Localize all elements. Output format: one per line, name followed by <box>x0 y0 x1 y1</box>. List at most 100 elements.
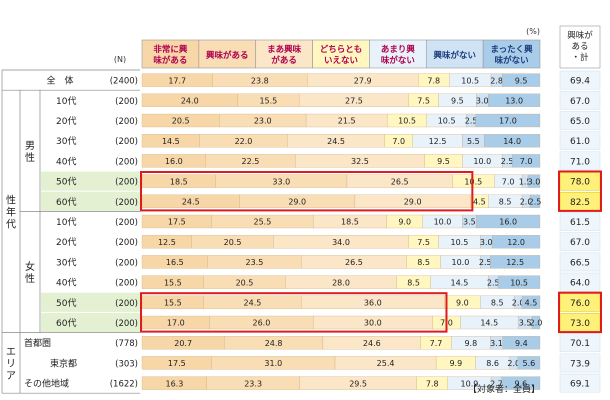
legend-swatch-1 <box>141 39 200 69</box>
bar-value-r10-s5: 14.5 <box>450 278 468 287</box>
bar-value-r14-s6: 2.0 <box>507 359 520 368</box>
total-value-6: 82.5 <box>570 198 590 208</box>
legend-label-5-line1: あまり興 <box>381 44 416 55</box>
bar-value-r7-s3: 18.5 <box>341 218 359 227</box>
bar-value-r5-s2: 33.0 <box>272 177 290 186</box>
total-value-9: 66.5 <box>570 258 590 268</box>
bar-value-r9-s2: 23.5 <box>246 258 264 267</box>
bar-value-r15-s6: 2.7 <box>490 379 503 388</box>
row-highlight-bg-6 <box>41 191 140 211</box>
bar-segment-r11-s7 <box>521 295 541 309</box>
bar-value-r1-s6: 3.0 <box>476 97 489 106</box>
highlight-box-total-female <box>558 291 602 334</box>
row-n-14: (303) <box>115 359 138 369</box>
row-highlight-bg-11 <box>41 292 140 312</box>
bar-value-r12-s7: 2.0 <box>530 319 543 328</box>
row-n-10: (200) <box>115 279 138 289</box>
bar-value-r9-s4: 8.5 <box>417 258 430 267</box>
total-value-8: 67.0 <box>570 238 590 248</box>
bar-value-r13-s1: 20.7 <box>174 339 192 348</box>
bar-value-r14-s4: 9.9 <box>449 359 462 368</box>
row-label-14: 東京都 <box>50 357 77 369</box>
legend-swatch-5 <box>369 39 427 69</box>
bar-value-r2-s6: 2.5 <box>465 117 478 126</box>
bar-value-r14-s7: 5.6 <box>522 359 535 368</box>
bar-value-r0-s7: 9.5 <box>515 76 528 85</box>
total-cell-bg-10 <box>559 272 601 292</box>
group-label-male-char1: 男 <box>25 140 35 152</box>
bar-value-r2-s1: 20.5 <box>172 117 190 126</box>
bar-value-r2-s2: 23.0 <box>254 117 272 126</box>
bar-value-r1-s2: 15.5 <box>259 97 277 106</box>
row-n-0: (2400) <box>110 77 138 87</box>
row-highlight-bg-12 <box>41 312 140 333</box>
row-label-10: 40代 <box>56 278 76 289</box>
total-header-line2: ある <box>571 42 588 52</box>
total-cell-bg-0 <box>559 70 601 90</box>
bar-value-r7-s2: 25.5 <box>253 218 271 227</box>
row-label-6: 60代 <box>56 197 76 208</box>
bar-value-r11-s5: 8.5 <box>491 299 504 308</box>
bar-value-r10-s3: 28.0 <box>332 278 350 287</box>
total-cell-bg-3 <box>559 131 601 151</box>
bar-value-r14-s1: 17.5 <box>168 359 186 368</box>
total-value-3: 61.0 <box>570 137 590 147</box>
total-cell-bg-9 <box>559 252 601 272</box>
legend-label-7-line2: 味がない <box>495 55 529 66</box>
row-label-13: 首都圏 <box>24 337 51 349</box>
total-cell-bg-14 <box>559 353 601 373</box>
bar-value-r0-s4: 7.8 <box>427 76 440 85</box>
bar-segment-r14-s7 <box>517 356 541 370</box>
bar-value-r9-s1: 16.5 <box>166 258 184 267</box>
bar-value-r15-s1: 16.3 <box>165 379 183 388</box>
bar-value-r4-s6: 2.5 <box>501 157 514 166</box>
bar-value-r13-s6: 3.1 <box>490 339 503 348</box>
bar-segment-r5-s7 <box>527 174 541 188</box>
row-label-12: 60代 <box>56 318 76 329</box>
bar-value-r3-s7: 14.0 <box>503 137 521 146</box>
bar-value-r13-s2: 24.8 <box>265 339 283 348</box>
bar-value-r2-s5: 10.5 <box>438 117 456 126</box>
bar-value-r15-s3: 29.5 <box>349 379 367 388</box>
bar-value-r5-s3: 26.5 <box>391 177 409 186</box>
bar-value-r4-s2: 22.5 <box>242 157 260 166</box>
row-n-4: (200) <box>115 157 138 167</box>
group-label-sex-age-char2: 年 <box>6 205 16 218</box>
legend-label-7-line1: まったく興 <box>490 44 533 55</box>
bar-value-r14-s3: 25.4 <box>377 359 395 368</box>
bar-value-r7-s7: 16.0 <box>499 218 517 227</box>
total-cell-bg-7 <box>559 212 601 231</box>
legend-swatch-3 <box>255 39 313 69</box>
bar-value-r9-s7: 12.5 <box>506 258 524 267</box>
group-label-area-char3: ア <box>6 371 16 382</box>
bar-segment-r2-s7 <box>475 113 541 128</box>
total-value-13: 70.1 <box>570 339 590 349</box>
bar-value-r10-s6: 2.5 <box>487 278 500 287</box>
total-value-4: 71.0 <box>570 157 590 167</box>
total-header-box <box>559 25 601 69</box>
bar-value-r7-s5: 10.0 <box>434 218 452 227</box>
legend-label-6: 興味がない <box>433 50 476 61</box>
bar-value-r11-s4: 9.0 <box>456 299 469 308</box>
bar-value-r6-s5: 8.5 <box>499 198 512 207</box>
group-label-sex-age-char3: 代 <box>6 218 16 230</box>
bar-value-r7-s4: 9.0 <box>398 218 411 227</box>
total-cell-bg-8 <box>559 232 601 252</box>
bar-value-r3-s6: 5.5 <box>467 137 480 146</box>
total-value-2: 65.0 <box>570 117 590 127</box>
highlight-box-female <box>140 292 448 333</box>
bar-value-r8-s6: 3.0 <box>480 238 493 247</box>
bar-value-r0-s2: 23.8 <box>251 76 269 85</box>
bar-value-r7-s1: 17.5 <box>168 218 186 227</box>
bar-value-r14-s2: 31.0 <box>264 359 282 368</box>
bar-segment-r15-s7 <box>501 376 541 390</box>
legend-swatch-4 <box>312 39 370 69</box>
row-n-15: (1622) <box>110 380 138 390</box>
bar-value-r1-s3: 27.5 <box>345 97 363 106</box>
legend-label-1-line1: 非常に興 <box>153 44 188 55</box>
total-value-5: 78.0 <box>570 178 590 188</box>
bar-value-r3-s4: 7.0 <box>392 137 405 146</box>
bar-segment-r0-s7 <box>502 73 541 87</box>
bar-value-r8-s4: 7.5 <box>417 238 430 247</box>
bar-value-r12-s6: 3.5 <box>519 319 532 328</box>
